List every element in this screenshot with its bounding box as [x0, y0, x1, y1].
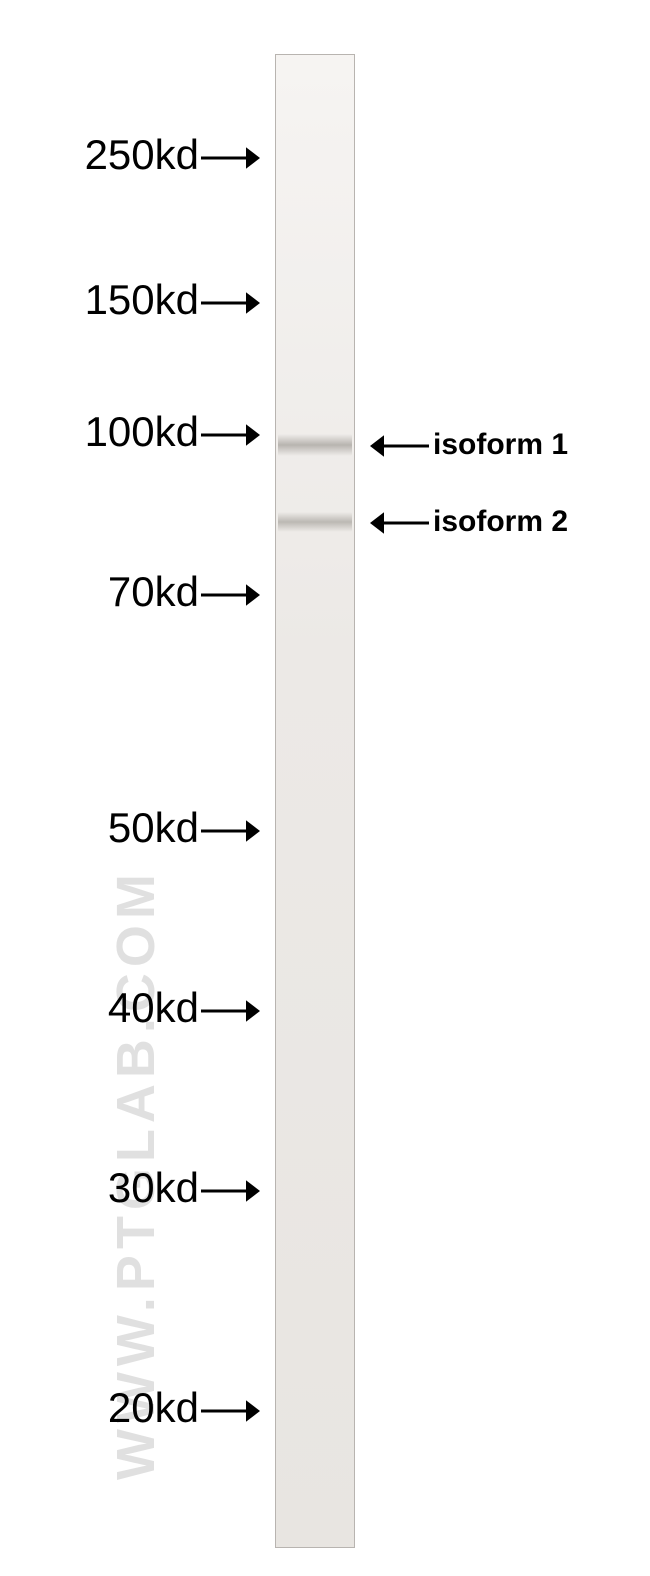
western-blot-figure: WWW.PTGLAB.COM 250kd 150kd 100kd 70kd 50… — [0, 0, 650, 1576]
marker-text: 40kd — [108, 984, 199, 1032]
isoform-label: isoform 2 — [370, 503, 568, 541]
arrow-right-icon — [199, 568, 260, 616]
arrow-left-icon — [370, 505, 433, 539]
arrow-right-icon — [199, 804, 260, 852]
blot-band — [278, 434, 352, 456]
marker-label: 70kd — [108, 567, 260, 617]
isoform-label: isoform 1 — [370, 426, 568, 464]
marker-label: 100kd — [85, 407, 260, 457]
marker-text: 150kd — [85, 276, 199, 324]
arrow-left-icon — [370, 428, 433, 462]
marker-text: 250kd — [85, 131, 199, 179]
isoform-text: isoform 2 — [433, 505, 568, 539]
arrow-right-icon — [199, 1164, 260, 1212]
marker-text: 70kd — [108, 568, 199, 616]
marker-text: 50kd — [108, 804, 199, 852]
marker-text: 20kd — [108, 1384, 199, 1432]
marker-text: 30kd — [108, 1164, 199, 1212]
arrow-right-icon — [199, 408, 260, 456]
isoform-text: isoform 1 — [433, 428, 568, 462]
arrow-right-icon — [199, 984, 260, 1032]
arrow-right-icon — [199, 131, 260, 179]
marker-label: 150kd — [85, 275, 260, 325]
marker-label: 50kd — [108, 803, 260, 853]
blot-band — [278, 512, 352, 532]
marker-label: 30kd — [108, 1163, 260, 1213]
marker-label: 250kd — [85, 130, 260, 180]
marker-label: 20kd — [108, 1383, 260, 1433]
arrow-right-icon — [199, 276, 260, 324]
arrow-right-icon — [199, 1384, 260, 1432]
marker-label: 40kd — [108, 983, 260, 1033]
marker-text: 100kd — [85, 408, 199, 456]
blot-lane — [275, 54, 355, 1548]
